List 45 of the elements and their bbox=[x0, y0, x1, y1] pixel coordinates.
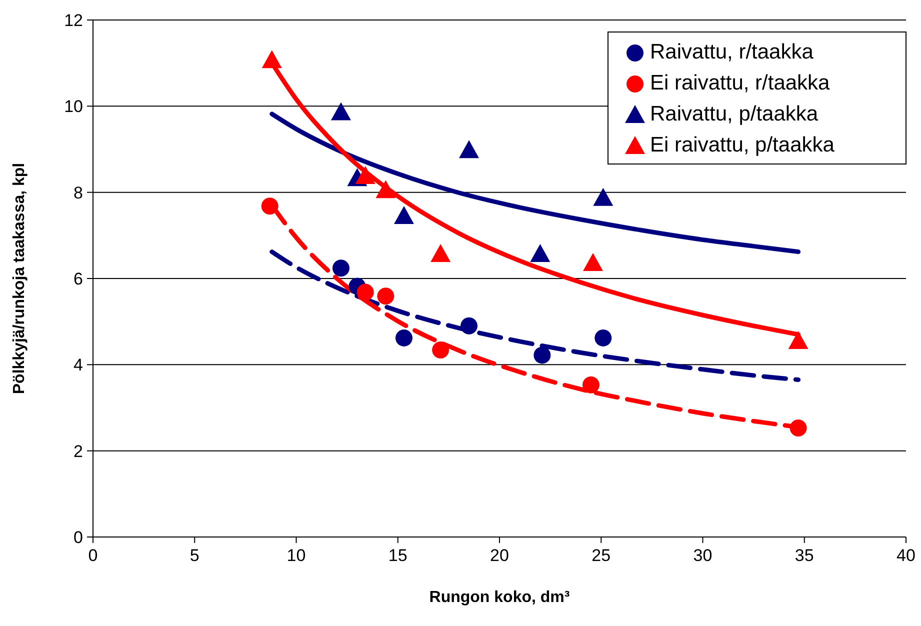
point bbox=[534, 346, 551, 364]
x-tick-label: 5 bbox=[190, 546, 200, 565]
legend-label: Raivattu, p/taakka bbox=[650, 102, 818, 126]
point bbox=[261, 198, 278, 215]
point bbox=[593, 188, 614, 206]
point bbox=[582, 252, 603, 271]
point bbox=[790, 420, 807, 436]
y-tick-label: 8 bbox=[74, 183, 83, 202]
point bbox=[594, 329, 612, 346]
point bbox=[430, 244, 451, 262]
point bbox=[355, 166, 376, 184]
y-tick-label: 10 bbox=[64, 97, 83, 116]
point bbox=[356, 284, 374, 301]
y-tick-label: 2 bbox=[74, 442, 83, 461]
point bbox=[262, 50, 282, 68]
x-axis-title: Rungon koko, dm³ bbox=[429, 589, 570, 606]
y-tick-label: 6 bbox=[74, 269, 83, 288]
point bbox=[330, 102, 351, 120]
x-tick-label: 25 bbox=[592, 546, 611, 565]
x-tick-label: 30 bbox=[693, 546, 712, 565]
x-tick-label: 40 bbox=[896, 546, 916, 565]
point bbox=[432, 342, 450, 359]
y-tick-label: 4 bbox=[74, 356, 83, 375]
y-tick-label: 12 bbox=[64, 10, 83, 30]
x-tick-label: 15 bbox=[388, 546, 408, 565]
legend-label: Ei raivattu, r/taakka bbox=[650, 71, 830, 94]
point bbox=[582, 376, 600, 394]
point bbox=[459, 140, 480, 158]
y-tick-label: 0 bbox=[74, 528, 83, 547]
point bbox=[376, 180, 396, 198]
point bbox=[332, 260, 350, 277]
x-tick-label: 10 bbox=[286, 546, 306, 565]
legend-label: Raivattu, r/taakka bbox=[650, 40, 814, 64]
point bbox=[530, 244, 550, 262]
y-axis-title: Pölkkyjä/runkoja taakassa, kpl bbox=[11, 162, 28, 394]
point bbox=[788, 330, 808, 349]
x-tick-label: 0 bbox=[88, 546, 98, 565]
line-series bbox=[270, 250, 801, 382]
point bbox=[395, 329, 412, 346]
point bbox=[394, 206, 414, 224]
point bbox=[460, 317, 478, 334]
x-tick-label: 35 bbox=[794, 546, 814, 565]
legend-label: Ei raivattu, p/taakka bbox=[650, 133, 835, 156]
point bbox=[377, 288, 394, 305]
x-tick-label: 20 bbox=[490, 546, 509, 565]
